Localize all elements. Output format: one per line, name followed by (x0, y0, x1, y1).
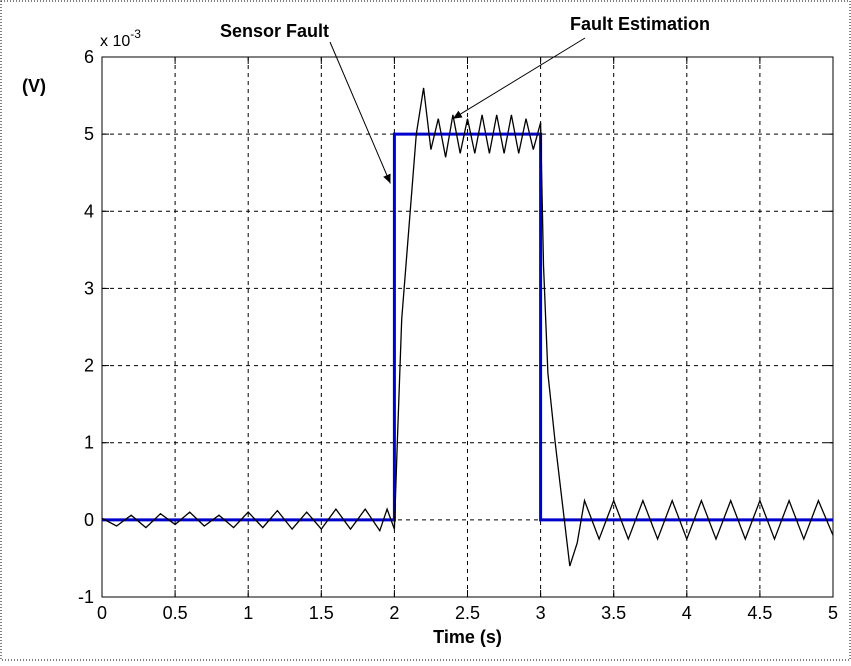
y-tick-label: 2 (84, 356, 94, 376)
x-tick-label: 1.5 (309, 603, 334, 623)
x-tick-label: 3.5 (601, 603, 626, 623)
x-tick-label: 5 (828, 603, 838, 623)
y-tick-label: 3 (84, 278, 94, 298)
y-tick-label: 5 (84, 124, 94, 144)
y-multiplier-exponent: -3 (130, 27, 141, 41)
x-tick-label: 1 (243, 603, 253, 623)
y-tick-label: 0 (84, 510, 94, 530)
annotation-label: Fault Estimation (570, 14, 710, 34)
annotation-label: Sensor Fault (220, 21, 329, 41)
x-tick-label: 2.5 (455, 603, 480, 623)
y-multiplier-base: x 10 (100, 33, 130, 50)
y-tick-label: -1 (78, 587, 94, 607)
x-axis-label: Time (s) (433, 627, 502, 647)
x-tick-label: 0.5 (163, 603, 188, 623)
y-axis-label: (V) (22, 76, 46, 96)
y-tick-label: 6 (84, 47, 94, 67)
annotation-arrow (329, 41, 391, 184)
series (101, 87, 834, 567)
series-line-sensor-fault (102, 132, 833, 522)
x-tick-label: 4.5 (747, 603, 772, 623)
annotations: Sensor Fault Fault Estimation (220, 14, 710, 184)
grid (102, 57, 833, 597)
x-tick-label: 3 (536, 603, 546, 623)
x-tick-label: 0 (97, 603, 107, 623)
annotation-arrow (452, 37, 586, 120)
y-tick-label: 4 (84, 201, 94, 221)
series-line-fault-estimation (101, 87, 834, 567)
x-tick-label: 2 (389, 603, 399, 623)
y-axis-multiplier: x 10-3 (100, 27, 141, 50)
x-tick-label: 4 (682, 603, 692, 623)
y-tick-label: 1 (84, 433, 94, 453)
